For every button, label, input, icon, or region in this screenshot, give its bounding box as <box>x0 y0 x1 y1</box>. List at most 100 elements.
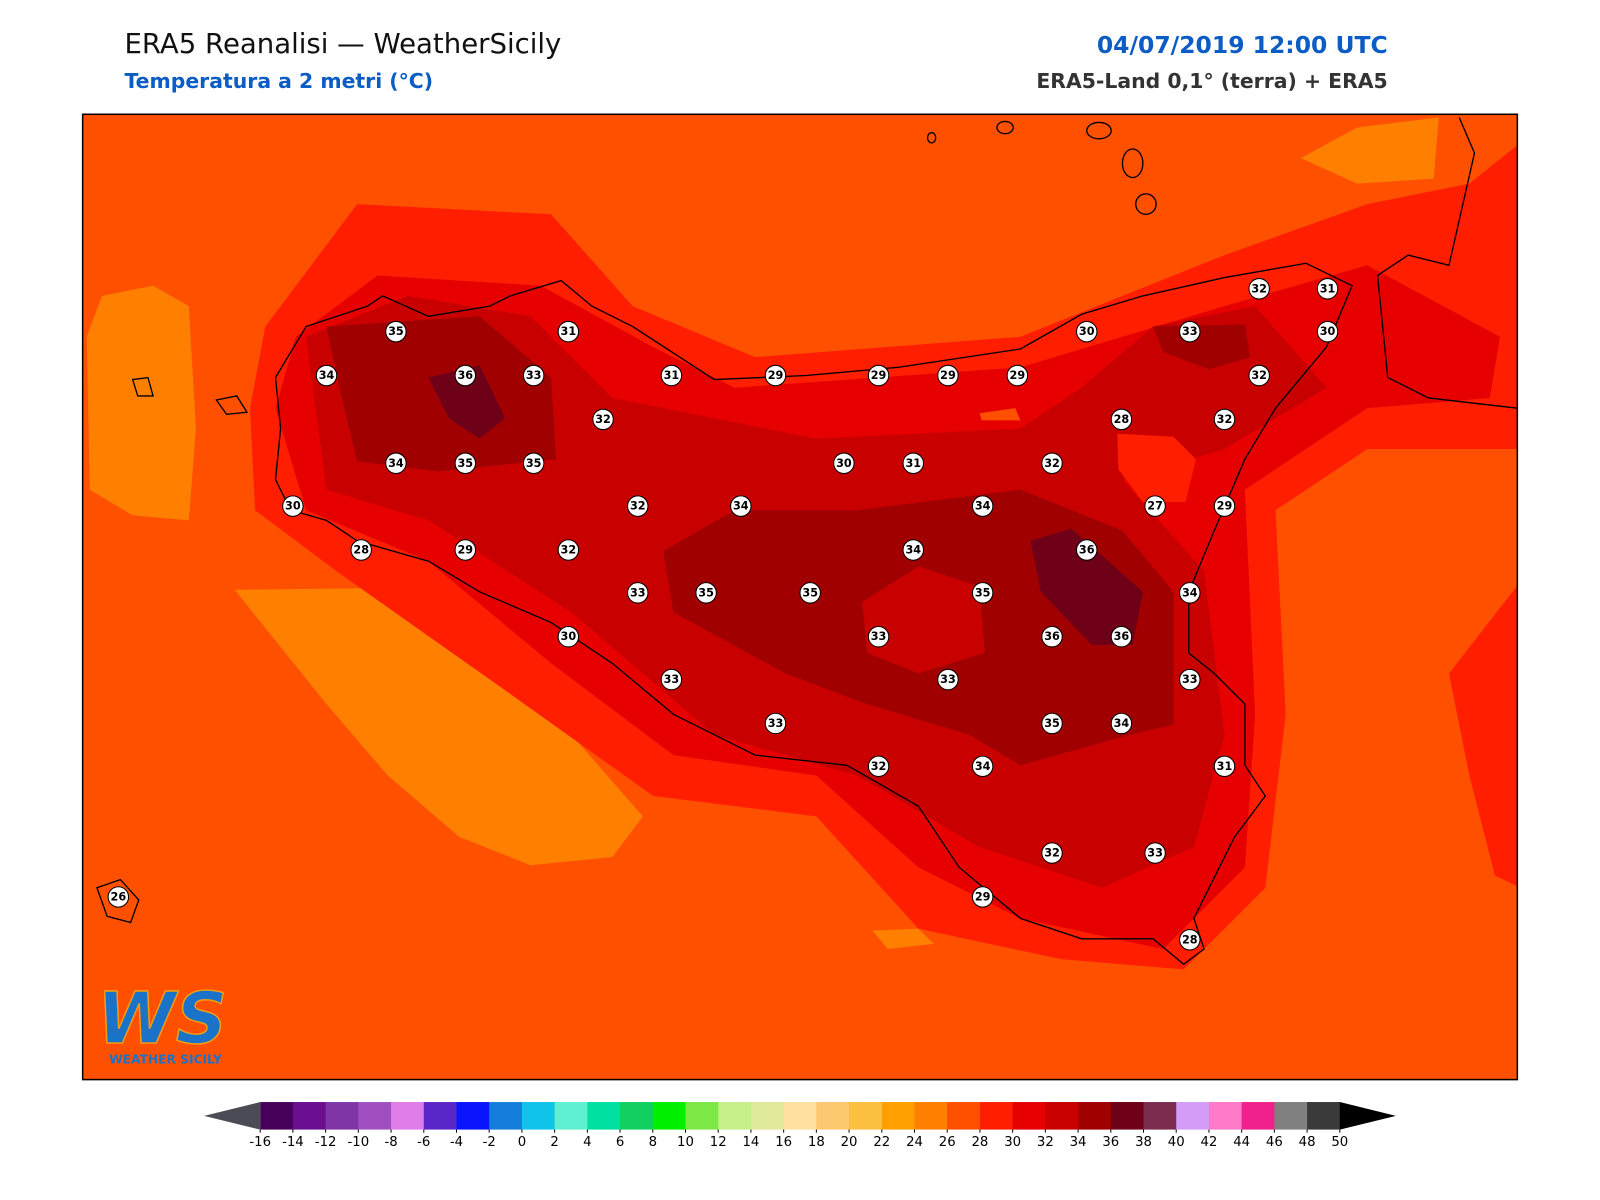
station-value: 34 <box>319 369 335 382</box>
station: 35 <box>522 452 545 474</box>
station: 30 <box>557 626 580 648</box>
colorbar-tick-label: 4 <box>583 1135 591 1150</box>
colorbar-tick-label: 12 <box>710 1135 727 1150</box>
colorbar-segment <box>816 1102 850 1130</box>
station: 32 <box>1213 408 1236 431</box>
station: 34 <box>902 539 924 561</box>
station-marker <box>833 452 855 474</box>
station: 35 <box>1041 712 1063 735</box>
station-marker <box>1076 539 1098 561</box>
station-marker <box>1110 626 1133 648</box>
station-value: 29 <box>975 890 991 903</box>
station-marker <box>107 886 130 908</box>
island <box>1135 193 1157 215</box>
station-value: 32 <box>1251 369 1267 382</box>
station-value: 28 <box>1114 413 1130 426</box>
colorbar-tick-label: 40 <box>1168 1135 1185 1150</box>
station-marker <box>592 408 614 431</box>
station-value: 34 <box>975 760 991 773</box>
station-marker <box>971 755 994 778</box>
station-value: 34 <box>905 544 921 557</box>
station-marker <box>971 886 994 908</box>
station-value: 32 <box>871 760 887 773</box>
station-marker <box>454 539 477 561</box>
station-marker <box>730 495 752 517</box>
colorbar-segment <box>358 1102 392 1130</box>
station-value: 33 <box>1147 847 1163 860</box>
station-marker <box>1179 320 1201 343</box>
colorbar-segment <box>783 1102 817 1130</box>
station-marker <box>627 582 649 604</box>
colorbar-tick-label: 20 <box>841 1135 858 1150</box>
station: 34 <box>385 452 407 474</box>
colorbar-segment <box>1078 1102 1112 1130</box>
station: 32 <box>627 495 649 517</box>
station: 32 <box>592 408 614 431</box>
colorbar-segment <box>587 1102 621 1130</box>
station-value: 26 <box>111 890 127 903</box>
station-marker <box>764 712 787 735</box>
station-value: 35 <box>975 586 991 599</box>
station: 35 <box>695 582 717 604</box>
station-value: 34 <box>1114 717 1130 730</box>
station: 33 <box>1179 668 1201 691</box>
station: 32 <box>867 755 890 778</box>
date: 04/07/2019 12:00 UTC <box>1097 31 1388 59</box>
station-value: 33 <box>768 717 784 730</box>
colorbar-tick-label: -2 <box>483 1135 496 1150</box>
colorbar-segment <box>1143 1102 1177 1130</box>
colorbar-segment <box>947 1102 981 1130</box>
station-marker <box>971 582 994 604</box>
station-value: 29 <box>457 544 473 557</box>
station-marker <box>660 668 683 691</box>
colorbar-segment <box>1045 1102 1079 1130</box>
field-24-26 <box>872 928 934 949</box>
colorbar-tick-label: 38 <box>1135 1135 1152 1150</box>
colorbar-tick-label: 36 <box>1102 1135 1119 1150</box>
station: 34 <box>971 495 994 517</box>
colorbar-segment <box>554 1102 588 1130</box>
station: 28 <box>1110 408 1133 431</box>
station-marker <box>557 539 580 561</box>
colorbar-tick-label: 22 <box>873 1135 890 1150</box>
colorbar-segment <box>620 1102 654 1130</box>
station-marker <box>902 452 924 474</box>
station: 31 <box>1316 278 1339 300</box>
station-value: 33 <box>1182 325 1198 338</box>
field-32-34 <box>862 566 985 674</box>
colorbar-tick-label: 14 <box>742 1135 759 1150</box>
colorbar-over <box>1339 1102 1396 1130</box>
station-marker <box>1316 278 1339 300</box>
colorbar-segment <box>881 1102 916 1130</box>
stations: 35 31 34 36 33 31 29 29 29 29 30 33 32 31 30 32 32 28 32 34… <box>107 278 1339 951</box>
title: ERA5 Reanalisi — WeatherSicily <box>124 28 561 60</box>
station-marker <box>971 495 994 517</box>
station: 34 <box>730 495 752 517</box>
station-value: 34 <box>1182 586 1198 599</box>
colorbar-segment <box>979 1102 1014 1130</box>
field-24-26 <box>1301 117 1439 184</box>
station-value: 32 <box>1251 282 1267 295</box>
colorbar: -16 -14 -12 -10 -8 -6 -4 -2 0 2 4 6 8 10 12 14 16 18 20 22 2… <box>204 1102 1396 1150</box>
station: 30 <box>1076 320 1098 343</box>
colorbar-tick-label: 24 <box>906 1135 923 1150</box>
station: 34 <box>1110 712 1133 735</box>
station: 29 <box>867 364 890 387</box>
station-marker <box>1316 320 1339 343</box>
colorbar-tick-label: 8 <box>649 1135 657 1150</box>
station-value: 29 <box>768 369 784 382</box>
station-value: 33 <box>630 586 646 599</box>
station: 34 <box>315 364 338 387</box>
island <box>1121 148 1144 179</box>
station: 29 <box>937 364 959 387</box>
colorbar-segment <box>1110 1102 1145 1130</box>
station-value: 36 <box>1114 630 1130 643</box>
station: 35 <box>971 582 994 604</box>
station-marker <box>902 539 924 561</box>
station-marker <box>454 364 477 387</box>
colorbar-segment <box>325 1102 359 1130</box>
station-value: 32 <box>630 500 646 513</box>
station-value: 31 <box>905 457 921 470</box>
station: 32 <box>1041 452 1063 474</box>
station-value: 36 <box>1044 630 1060 643</box>
